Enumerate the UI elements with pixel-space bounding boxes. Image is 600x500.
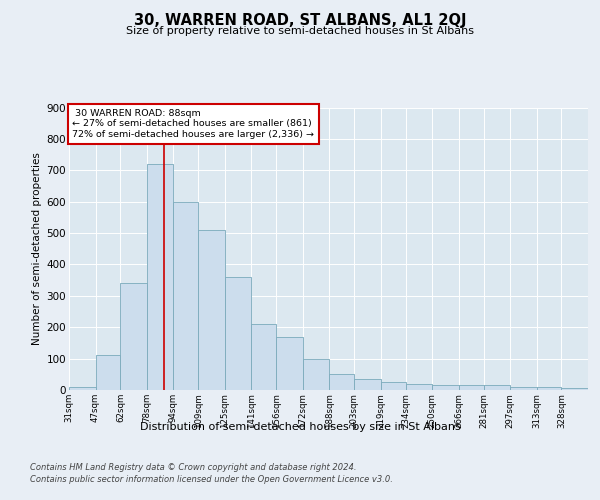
Text: Contains public sector information licensed under the Open Government Licence v3: Contains public sector information licen… xyxy=(30,475,393,484)
Bar xyxy=(329,374,354,390)
Bar xyxy=(95,356,121,390)
Text: Size of property relative to semi-detached houses in St Albans: Size of property relative to semi-detach… xyxy=(126,26,474,36)
Bar xyxy=(458,386,484,390)
Bar xyxy=(121,284,147,390)
Bar xyxy=(432,386,458,390)
Text: 30 WARREN ROAD: 88sqm
← 27% of semi-detached houses are smaller (861)
72% of sem: 30 WARREN ROAD: 88sqm ← 27% of semi-deta… xyxy=(73,109,314,139)
Bar xyxy=(69,387,95,390)
Bar xyxy=(354,379,381,390)
Text: Contains HM Land Registry data © Crown copyright and database right 2024.: Contains HM Land Registry data © Crown c… xyxy=(30,462,356,471)
Bar xyxy=(147,164,173,390)
Bar xyxy=(173,202,199,390)
Bar xyxy=(381,382,406,390)
Bar xyxy=(510,387,536,390)
Bar xyxy=(484,386,510,390)
Bar xyxy=(406,384,432,390)
Bar xyxy=(303,358,329,390)
Bar xyxy=(199,230,225,390)
Bar xyxy=(225,277,251,390)
Bar xyxy=(536,387,562,390)
Y-axis label: Number of semi-detached properties: Number of semi-detached properties xyxy=(32,152,43,345)
Text: 30, WARREN ROAD, ST ALBANS, AL1 2QJ: 30, WARREN ROAD, ST ALBANS, AL1 2QJ xyxy=(134,12,466,28)
Bar xyxy=(251,324,276,390)
Bar xyxy=(276,336,303,390)
Bar xyxy=(562,388,588,390)
Text: Distribution of semi-detached houses by size in St Albans: Distribution of semi-detached houses by … xyxy=(140,422,460,432)
